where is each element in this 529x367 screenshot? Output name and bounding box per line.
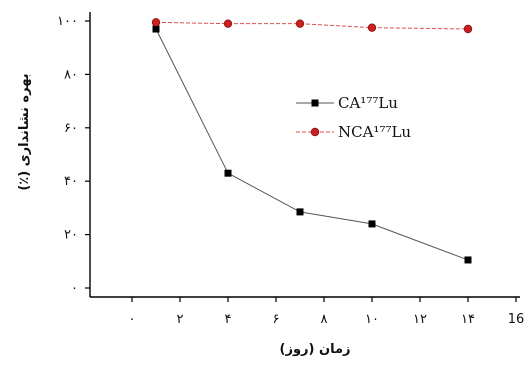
x-tick-label: 16	[508, 312, 525, 327]
x-tick-label: ۰	[129, 312, 136, 327]
x-tick-label: ۱۰	[365, 312, 379, 327]
legend-label-0: CA¹⁷⁷Lu	[338, 94, 398, 112]
y-tick-label: ۶۰	[64, 121, 78, 136]
data-point-circle	[295, 19, 305, 28]
x-tick-label: ۱۴	[461, 312, 475, 327]
series-layer	[151, 18, 473, 264]
y-ticks: ۰ ۲۰ ۴۰ ۶۰ ۸۰ ۱۰۰	[57, 14, 90, 296]
x-axis-title: زمان (روز)	[280, 342, 351, 357]
legend-marker-circle	[310, 127, 320, 137]
x-tick-label: ۴	[225, 312, 232, 327]
data-point-circle	[151, 18, 161, 27]
axes	[89, 12, 520, 298]
data-point-circle	[223, 19, 233, 28]
x-tick-label: ۱۲	[413, 312, 427, 327]
x-tick-label: ۸	[321, 312, 328, 327]
data-point-circle	[463, 24, 473, 34]
data-point-square	[368, 220, 376, 228]
series-line-0	[155, 28, 469, 261]
data-point-square	[464, 256, 472, 264]
y-tick-label: ۰	[71, 281, 78, 296]
x-tick-label: ۲	[177, 312, 184, 327]
series-line-1	[155, 21, 469, 30]
x-ticks: ۰ ۲ ۴ ۶ ۸ ۱۰ ۱۲ ۱۴ 16	[129, 297, 525, 327]
legend: CA¹⁷⁷Lu NCA¹⁷⁷Lu	[296, 94, 411, 141]
y-tick-label: ۴۰	[64, 174, 78, 189]
legend-marker-square	[311, 99, 319, 107]
data-point-square	[224, 169, 232, 177]
x-tick-label: ۶	[273, 312, 280, 327]
data-point-circle	[367, 23, 377, 32]
data-point-square	[152, 25, 160, 33]
data-point-square	[296, 208, 304, 216]
legend-label-1: NCA¹⁷⁷Lu	[338, 123, 411, 141]
y-tick-label: ۸۰	[64, 67, 78, 82]
y-tick-label: ۲۰	[64, 228, 78, 243]
y-tick-label: ۱۰۰	[57, 14, 78, 29]
y-axis-title: بهره نشانداری (٪)	[17, 73, 32, 190]
